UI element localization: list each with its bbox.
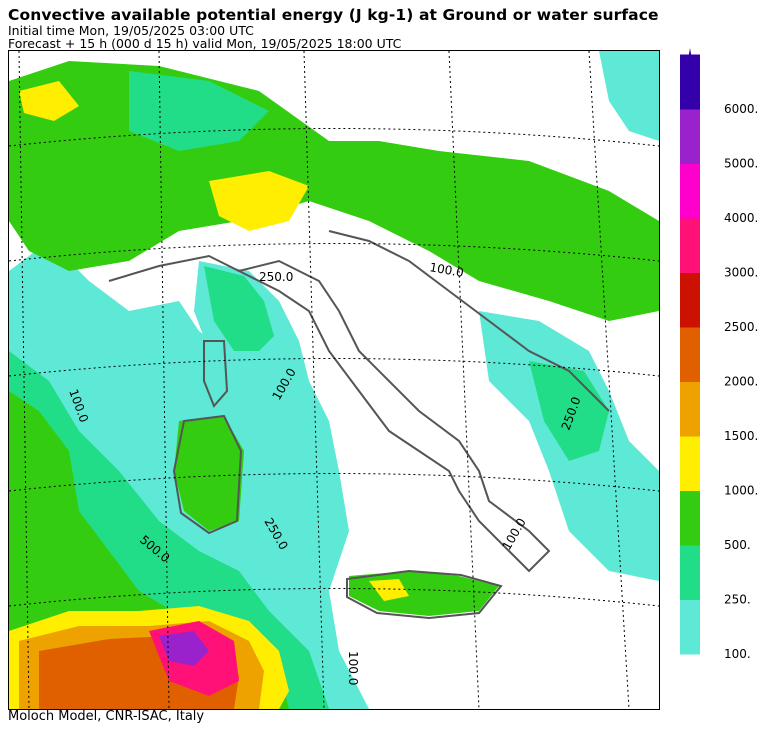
- legend-label: 2500.: [724, 320, 758, 334]
- legend-swatch: [680, 545, 700, 600]
- contour-label: 250.0: [259, 270, 293, 284]
- legend-swatch: [680, 272, 700, 328]
- cape-map: 100.0 250.0 500.0 100.0 250.0 100.0 250.…: [8, 50, 660, 710]
- legend-label: 1000.: [724, 484, 758, 498]
- legend-swatch: [680, 54, 700, 110]
- legend-label: 3000.: [724, 266, 758, 280]
- legend-label: 1500.: [724, 429, 758, 443]
- legend-swatch: [680, 490, 700, 546]
- field-1000-alps: [209, 171, 309, 231]
- model-credit: Moloch Model, CNR-ISAC, Italy: [8, 709, 205, 724]
- graticule: [9, 51, 659, 709]
- legend-label: 250.: [724, 593, 751, 607]
- legend-swatch: [680, 163, 700, 219]
- legend-label: 100.: [724, 647, 751, 661]
- field-1000-sicily: [369, 579, 409, 601]
- italy-coast: [236, 259, 551, 573]
- legend-label: 500.: [724, 538, 751, 552]
- field-250-adriatic: [529, 361, 609, 461]
- forecast-time: Forecast + 15 h (000 d 15 h) valid Mon, …: [8, 36, 402, 51]
- legend-swatch: [680, 327, 700, 382]
- legend-swatch: [680, 599, 700, 655]
- initial-time: Initial time Mon, 19/05/2025 03:00 UTC: [8, 23, 254, 38]
- field-500-sardinia: [174, 416, 244, 531]
- field-250-tyrrhenian: [204, 266, 274, 351]
- legend-label: 2000.: [724, 375, 758, 389]
- legend-swatch: [680, 218, 700, 273]
- sicily-coast: [346, 569, 503, 620]
- contour-label: 100.0: [346, 651, 360, 685]
- legend-label: 5000.: [724, 157, 758, 171]
- legend-swatch: [680, 436, 700, 491]
- legend-labels: 100. 250. 500. 1000. 1500. 2000. 2500. 3000. 400…: [724, 102, 758, 661]
- field-1000-nw: [19, 81, 79, 121]
- map-canvas: 100.0 250.0 500.0 100.0 250.0 100.0 250.…: [9, 51, 659, 709]
- legend-swatch: [680, 109, 700, 164]
- adriatic-coast: [328, 230, 610, 412]
- cape-fields: [9, 51, 659, 709]
- legend-label: 4000.: [724, 211, 758, 225]
- field-100-east: [599, 51, 659, 141]
- legend-swatches: [680, 54, 700, 655]
- legend-swatch: [680, 381, 700, 437]
- france-coast: [108, 254, 240, 282]
- contour-label: 100.0: [428, 260, 464, 280]
- map-title: Convective available potential energy (J…: [8, 6, 659, 24]
- field-4000-south: [159, 631, 209, 666]
- legend-label: 6000.: [724, 102, 758, 116]
- field-250-alps: [129, 71, 269, 151]
- corsica-coast: [203, 340, 229, 408]
